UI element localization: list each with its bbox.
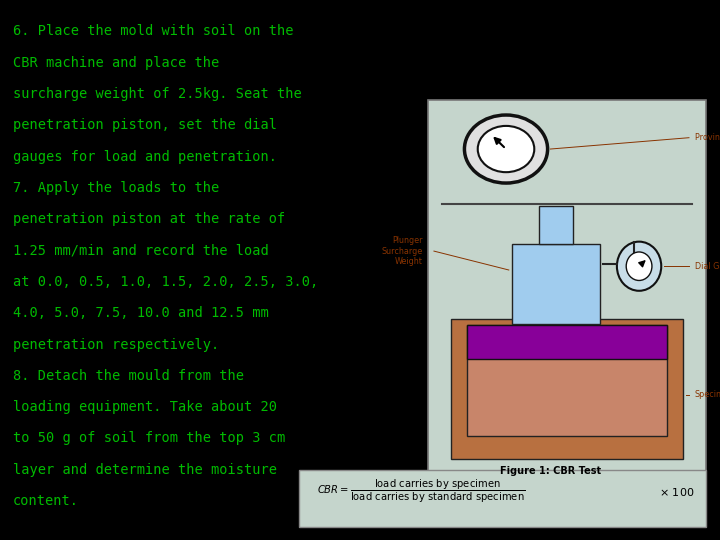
Ellipse shape — [617, 241, 661, 291]
Text: $\times\ 100$: $\times\ 100$ — [660, 485, 695, 498]
Text: Proving Ring: Proving Ring — [695, 133, 720, 142]
Text: gauges for load and penetration.: gauges for load and penetration. — [13, 150, 277, 164]
Text: Dial Gauge: Dial Gauge — [695, 262, 720, 271]
Text: to 50 g of soil from the top 3 cm: to 50 g of soil from the top 3 cm — [13, 431, 285, 446]
Text: Figure 1: CBR Test: Figure 1: CBR Test — [500, 466, 601, 476]
FancyBboxPatch shape — [451, 319, 683, 459]
Text: 6. Place the mold with soil on the: 6. Place the mold with soil on the — [13, 24, 294, 38]
FancyBboxPatch shape — [467, 325, 667, 436]
Text: content.: content. — [13, 494, 79, 508]
Text: penetration piston at the rate of: penetration piston at the rate of — [13, 212, 285, 226]
Text: 7. Apply the loads to the: 7. Apply the loads to the — [13, 181, 219, 195]
Ellipse shape — [478, 126, 534, 172]
Text: penetration piston, set the dial: penetration piston, set the dial — [13, 118, 277, 132]
FancyBboxPatch shape — [511, 244, 600, 323]
Ellipse shape — [464, 115, 548, 183]
Text: at 0.0, 0.5, 1.0, 1.5, 2.0, 2.5, 3.0,: at 0.0, 0.5, 1.0, 1.5, 2.0, 2.5, 3.0, — [13, 275, 318, 289]
FancyBboxPatch shape — [428, 100, 706, 478]
FancyBboxPatch shape — [539, 206, 572, 244]
FancyBboxPatch shape — [299, 470, 706, 526]
Text: layer and determine the moisture: layer and determine the moisture — [13, 463, 277, 477]
Text: Specimen: Specimen — [695, 390, 720, 399]
Text: 4.0, 5.0, 7.5, 10.0 and 12.5 mm: 4.0, 5.0, 7.5, 10.0 and 12.5 mm — [13, 306, 269, 320]
Text: 1.25 mm/min and record the load: 1.25 mm/min and record the load — [13, 244, 269, 258]
Text: loading equipment. Take about 20: loading equipment. Take about 20 — [13, 400, 277, 414]
Text: CBR machine and place the: CBR machine and place the — [13, 56, 219, 70]
Text: $CBR = \dfrac{\rm load\ carries\ by\ specimen}{\rm load\ carries\ by\ standard\ : $CBR = \dfrac{\rm load\ carries\ by\ spe… — [317, 478, 525, 505]
FancyBboxPatch shape — [467, 325, 667, 359]
Text: Plunger
Surcharge
Weight: Plunger Surcharge Weight — [382, 236, 423, 266]
Text: surcharge weight of 2.5kg. Seat the: surcharge weight of 2.5kg. Seat the — [13, 87, 302, 101]
Text: penetration respectively.: penetration respectively. — [13, 338, 219, 352]
Text: 8. Detach the mould from the: 8. Detach the mould from the — [13, 369, 244, 383]
Ellipse shape — [626, 252, 652, 280]
